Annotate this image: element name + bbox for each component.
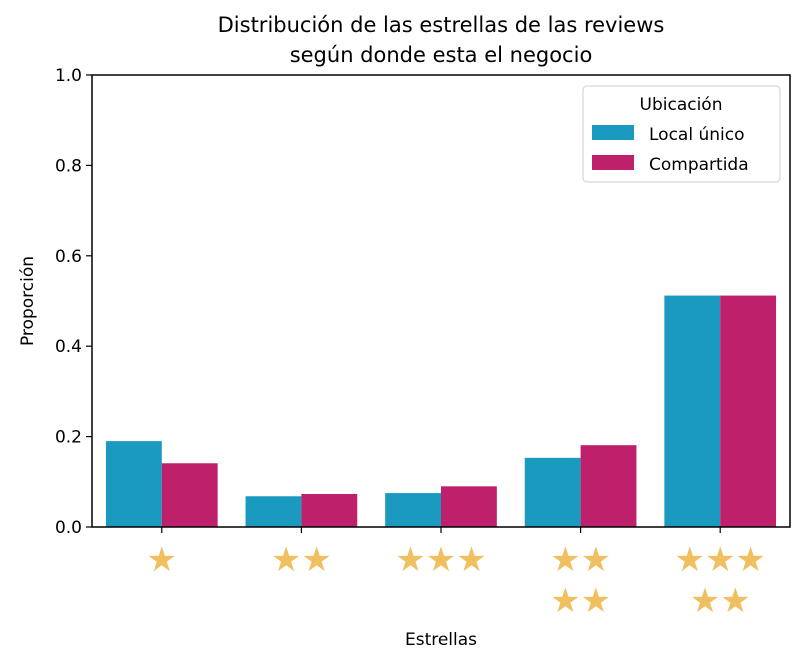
bar-series0-cat4 [664,295,721,527]
bar-series0-cat1 [245,496,302,527]
bar-series0-cat3 [524,457,581,527]
y-tick-label-2: 0.4 [55,337,82,357]
legend-swatch-local-unico [592,125,634,140]
legend-swatch-compartida [592,155,634,170]
y-tick-label-4: 0.8 [55,156,82,176]
bar-series1-cat4 [720,295,777,527]
x-tick-label-2-line-0: ★★★ [395,540,486,580]
x-tick-label-3-line-0: ★★ [550,540,611,580]
bars-group [105,295,777,527]
chart-title-line-1: Distribución de las estrellas de las rev… [218,13,665,37]
legend: Ubicación Local único Compartida [582,85,781,183]
y-tick-label-5: 1.0 [55,66,82,86]
bar-series0-cat2 [385,493,441,527]
bar-series0-cat0 [105,441,162,527]
x-tick-label-1-line-0: ★★ [271,540,332,580]
plot-frame [91,74,791,528]
y-tick-label-0: 0.0 [55,518,82,538]
y-axis-label: Proporción [18,256,38,346]
bar-series1-cat0 [161,463,218,527]
x-tick-label-4-line-0: ★★★ [674,540,765,580]
x-axis-label: Estrellas [405,630,477,650]
x-tick-label-4-line-1: ★★ [690,581,751,621]
bar-series1-cat2 [441,486,497,527]
y-tick-label-1: 0.2 [55,428,82,448]
x-tick-label-0-line-0: ★ [147,540,177,580]
bar-series1-cat3 [580,445,637,527]
x-tick-label-3-line-1: ★★ [550,581,611,621]
y-tick-label-3: 0.6 [55,247,82,267]
legend-title: Ubicación [640,95,723,115]
bar-series1-cat1 [301,494,358,527]
legend-label-local-unico: Local único [649,125,744,145]
chart-title-line-2: según donde esta el negocio [290,43,593,67]
legend-label-compartida: Compartida [649,155,749,175]
y-axis: 0.0 0.2 0.4 0.6 0.8 1.0 [55,66,92,538]
x-axis: ★ ★★ ★★★ ★★★★★★★★★ [147,527,766,621]
